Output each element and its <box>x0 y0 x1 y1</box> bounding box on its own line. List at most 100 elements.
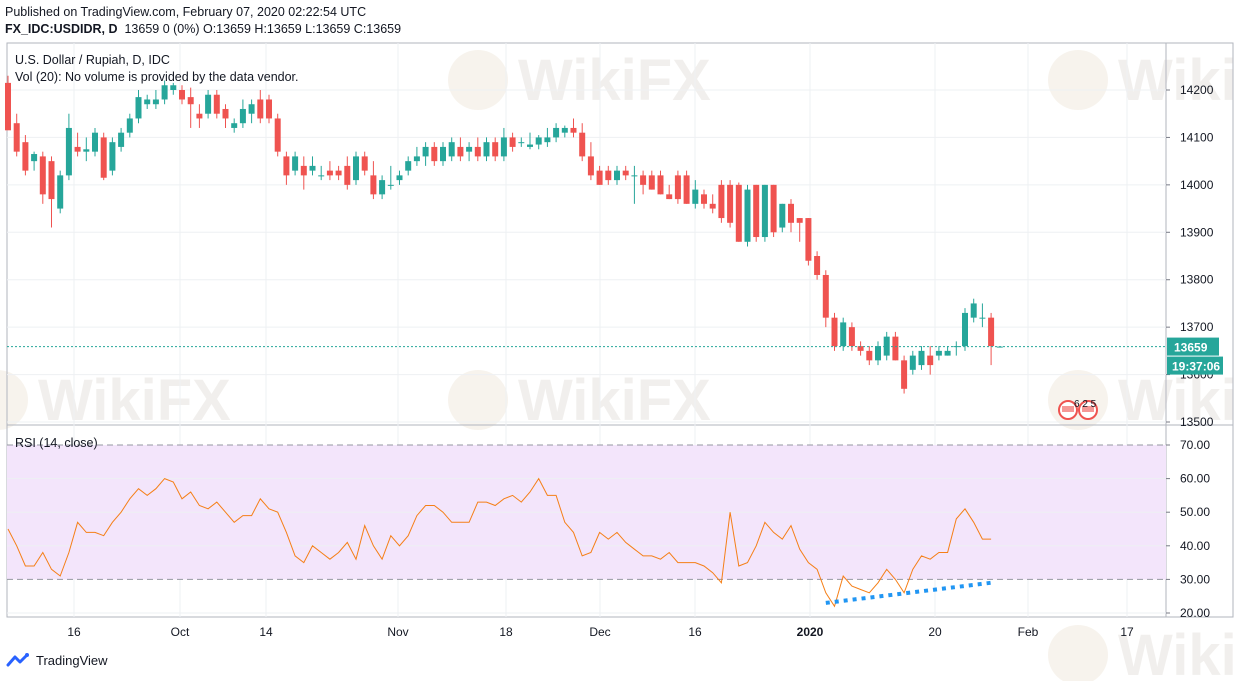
candle <box>640 170 647 195</box>
rsi-line-layer <box>7 477 992 608</box>
candle <box>648 170 655 190</box>
candle <box>535 135 542 150</box>
candle-body <box>135 97 142 119</box>
countdown-badge <box>1167 356 1223 375</box>
candle <box>692 180 699 209</box>
candle <box>596 165 603 185</box>
candle <box>735 182 742 242</box>
candle-body <box>692 189 699 204</box>
candle-body <box>718 184 725 219</box>
candle-body <box>840 322 847 347</box>
candle <box>553 123 560 143</box>
candle-body <box>5 82 11 131</box>
ohlc-text: 13659 0 (0%) O:13659 H:13659 L:13659 C:1… <box>124 22 402 36</box>
candle-body <box>753 184 760 238</box>
candle <box>544 127 551 147</box>
candle-body <box>248 104 255 114</box>
candle-body <box>848 327 855 347</box>
candle <box>413 146 420 166</box>
candle-body <box>631 175 638 177</box>
candle <box>918 346 925 370</box>
candle <box>144 94 151 109</box>
rsi-tick-label: 20.00 <box>1180 606 1210 620</box>
candle <box>74 132 81 157</box>
symbol-line: FX_IDC:USDIDR, D 13659 0 (0%) O:13659 H:… <box>5 22 401 36</box>
candle-body <box>196 113 203 119</box>
price-tick-label: 14000 <box>1180 178 1214 192</box>
candle <box>161 80 168 105</box>
candle <box>300 156 307 190</box>
watermark-text: WikiFX <box>1118 48 1240 113</box>
time-tick-label: 16 <box>688 625 702 639</box>
rsi-pane <box>7 444 1166 614</box>
symbol-text: FX_IDC:USDIDR, D <box>5 22 118 36</box>
candle-body <box>866 350 873 361</box>
candle <box>500 127 507 162</box>
price-tick-label: 13700 <box>1180 320 1214 334</box>
time-tick-label: 20 <box>928 625 942 639</box>
candle <box>83 137 90 162</box>
candle-body <box>118 132 125 147</box>
watermark-logo-icon <box>448 370 508 430</box>
watermark-logo-icon <box>0 370 28 430</box>
candle-body <box>292 156 299 171</box>
candle <box>718 180 725 223</box>
candle-body <box>222 108 229 119</box>
candle <box>492 137 499 162</box>
candle <box>831 312 838 351</box>
candle-body <box>344 165 351 185</box>
candle-body <box>640 175 647 185</box>
candle <box>109 137 116 176</box>
price-tick-label: 14200 <box>1180 83 1214 97</box>
candle-body <box>622 170 629 176</box>
wikifx-watermark: WikiFX <box>448 48 711 113</box>
candle <box>292 151 299 176</box>
watermark-text: WikiFX <box>1118 623 1240 681</box>
candle <box>39 151 46 204</box>
rsi-line <box>7 477 992 608</box>
candle-body <box>822 274 829 318</box>
price-tick-label: 14100 <box>1180 130 1214 144</box>
candle-body <box>83 149 90 152</box>
candle <box>614 165 620 185</box>
candle <box>761 184 768 242</box>
candle-body <box>257 99 264 119</box>
candle-body <box>909 355 916 370</box>
candle <box>901 355 908 394</box>
candle-body <box>13 123 20 152</box>
candle-body <box>205 94 212 114</box>
candle-body <box>152 99 159 105</box>
candle <box>970 298 977 323</box>
candle <box>518 137 525 147</box>
candles-layer <box>5 75 1166 394</box>
last-price-badge <box>1167 337 1219 356</box>
candle <box>666 184 673 200</box>
time-tick-label: 16 <box>67 625 81 639</box>
candle <box>509 132 516 152</box>
wikifx-watermark: WikiFX <box>0 368 231 433</box>
published-line: Published on TradingView.com, February 0… <box>5 5 367 19</box>
candle <box>379 175 386 200</box>
candle-body <box>831 317 838 347</box>
candle <box>988 312 995 366</box>
candle <box>48 156 55 228</box>
tradingview-footer[interactable]: TradingView <box>6 652 108 668</box>
candle-body <box>179 90 185 100</box>
last-price-badge-text: 13659 <box>1174 341 1208 355</box>
candle-body <box>39 156 46 195</box>
time-tick-label: Dec <box>589 625 610 639</box>
time-tick-label: Oct <box>171 625 190 639</box>
candle-body <box>361 156 368 171</box>
candle-body <box>457 146 464 157</box>
candle-body <box>970 303 977 318</box>
candle <box>788 199 794 233</box>
candle-body <box>274 118 281 152</box>
candle <box>483 137 490 162</box>
candle-body <box>231 123 238 128</box>
candle-body <box>527 144 533 147</box>
time-tick-label: Nov <box>387 625 408 639</box>
candle <box>709 194 716 214</box>
divergence-line <box>825 580 992 605</box>
candle-body <box>979 317 986 319</box>
